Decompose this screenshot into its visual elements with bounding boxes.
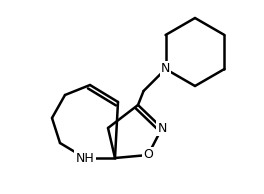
Text: N: N [157,121,167,134]
Text: O: O [143,148,153,161]
Text: NH: NH [76,152,94,165]
Text: N: N [161,62,170,75]
